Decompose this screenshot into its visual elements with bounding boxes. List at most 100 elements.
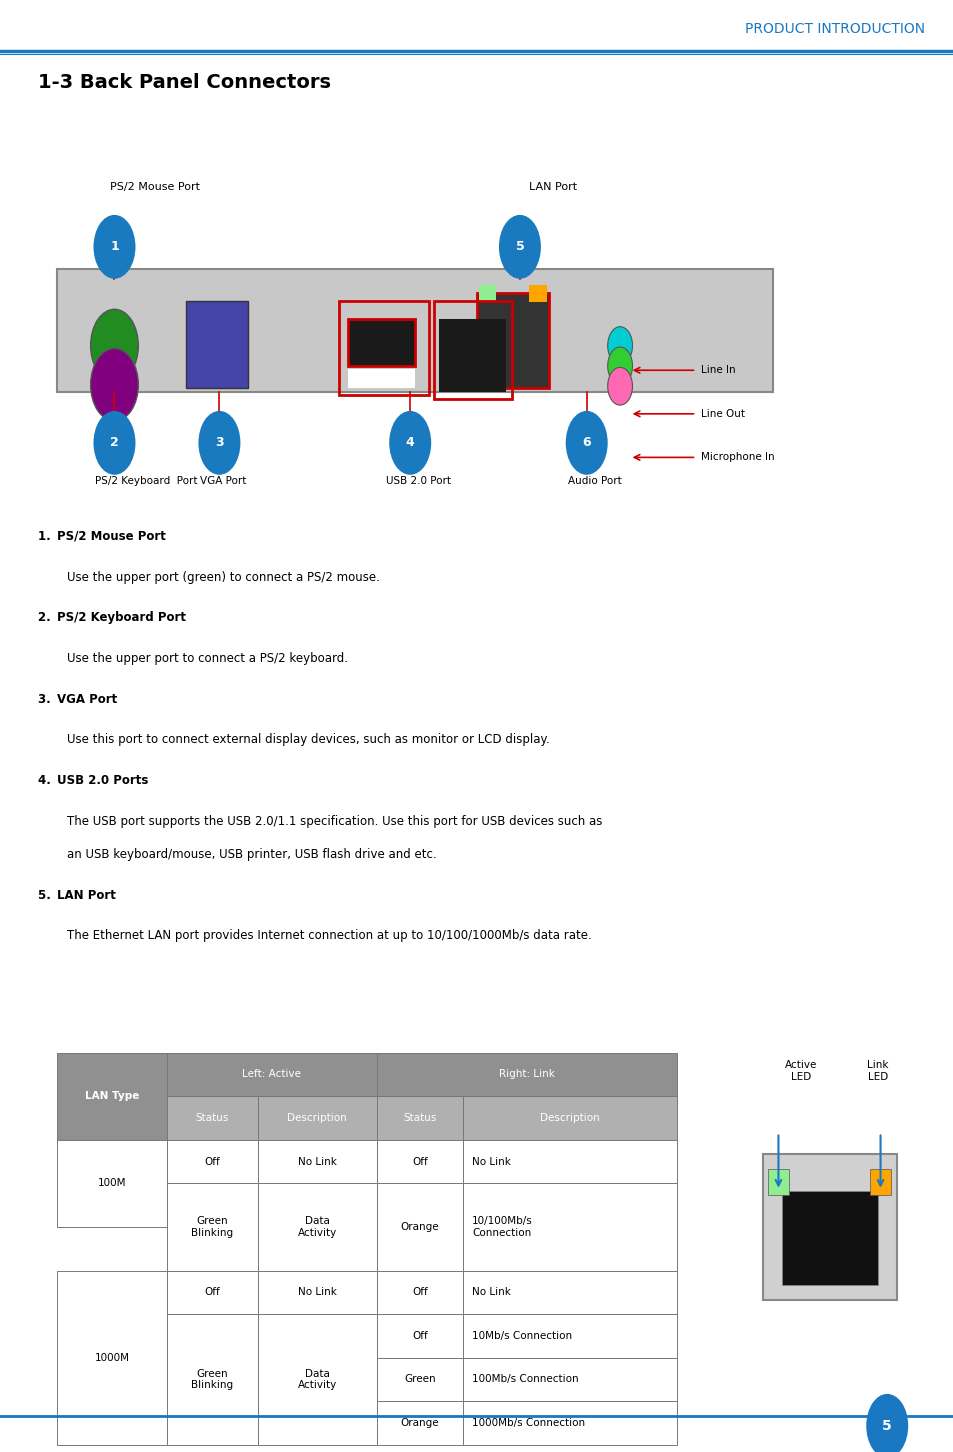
Bar	[529, 285, 546, 302]
Text: Off: Off	[412, 1331, 427, 1340]
Text: Right: Link: Right: Link	[498, 1070, 555, 1079]
Bar	[376, 1053, 677, 1096]
Bar	[167, 1270, 257, 1314]
Text: Off: Off	[412, 1157, 427, 1166]
Text: PS/2 Keyboard  Port: PS/2 Keyboard Port	[95, 476, 197, 486]
Text: PS/2 Mouse Port: PS/2 Mouse Port	[110, 182, 199, 192]
Text: No Link: No Link	[472, 1157, 511, 1166]
Circle shape	[607, 327, 632, 364]
Bar	[348, 369, 415, 388]
Text: LAN Type: LAN Type	[85, 1092, 139, 1101]
Text: Orange: Orange	[400, 1223, 438, 1231]
Text: an USB keyboard/mouse, USB printer, USB flash drive and etc.: an USB keyboard/mouse, USB printer, USB …	[67, 848, 436, 861]
Bar	[478, 285, 496, 302]
Text: Orange: Orange	[400, 1419, 438, 1427]
Text: PS/2 Keyboard Port: PS/2 Keyboard Port	[57, 611, 186, 624]
Circle shape	[607, 347, 632, 385]
Bar	[257, 1140, 376, 1183]
Bar	[462, 1270, 677, 1314]
Text: Green
Blinking: Green Blinking	[191, 1217, 233, 1237]
Text: Use this port to connect external display devices, such as monitor or LCD displa: Use this port to connect external displa…	[67, 733, 549, 746]
Text: No Link: No Link	[297, 1157, 336, 1166]
Bar	[57, 1140, 167, 1227]
Text: Green: Green	[403, 1375, 436, 1384]
Text: Audio Port: Audio Port	[567, 476, 620, 486]
Circle shape	[389, 411, 431, 475]
Text: Status: Status	[403, 1114, 436, 1122]
Text: No Link: No Link	[472, 1288, 511, 1297]
Bar	[462, 1096, 677, 1140]
Bar	[376, 1401, 462, 1445]
Bar	[167, 1053, 376, 1096]
Text: Status: Status	[195, 1114, 229, 1122]
Text: Description: Description	[287, 1114, 347, 1122]
Bar	[462, 1401, 677, 1445]
Text: 1-3 Back Panel Connectors: 1-3 Back Panel Connectors	[38, 73, 331, 91]
Bar	[167, 1183, 257, 1270]
Text: 100M: 100M	[98, 1179, 126, 1188]
Text: Off: Off	[204, 1157, 220, 1166]
Text: 5: 5	[882, 1419, 891, 1433]
Text: 3.: 3.	[38, 693, 55, 706]
Text: USB 2.0 Ports: USB 2.0 Ports	[57, 774, 149, 787]
Bar	[257, 1314, 376, 1445]
Text: No Link: No Link	[297, 1288, 336, 1297]
Text: Off: Off	[204, 1288, 220, 1297]
Text: LAN Port: LAN Port	[529, 182, 577, 192]
Circle shape	[91, 348, 138, 421]
Text: USB 2.0 Port: USB 2.0 Port	[386, 476, 451, 486]
Bar	[57, 1053, 167, 1140]
Text: The Ethernet LAN port provides Internet connection at up to 10/100/1000Mb/s data: The Ethernet LAN port provides Internet …	[67, 929, 591, 942]
Circle shape	[91, 309, 138, 382]
Text: Off: Off	[412, 1288, 427, 1297]
Bar	[186, 301, 248, 388]
Bar	[348, 319, 415, 366]
Text: 4: 4	[405, 437, 415, 449]
Circle shape	[607, 367, 632, 405]
Bar	[462, 1140, 677, 1183]
Bar	[376, 1270, 462, 1314]
Bar	[462, 1183, 677, 1270]
Text: Line Out: Line Out	[700, 409, 744, 418]
Text: Left: Active: Left: Active	[242, 1070, 301, 1079]
Circle shape	[93, 215, 135, 279]
Text: VGA Port: VGA Port	[57, 693, 117, 706]
Text: Description: Description	[539, 1114, 599, 1122]
Circle shape	[565, 411, 607, 475]
Bar	[167, 1314, 257, 1445]
Text: 1: 1	[110, 241, 119, 253]
Circle shape	[498, 215, 540, 279]
Bar	[376, 1096, 462, 1140]
Text: Use the upper port (green) to connect a PS/2 mouse.: Use the upper port (green) to connect a …	[67, 571, 379, 584]
Bar	[438, 319, 505, 366]
Text: 1.: 1.	[38, 530, 55, 543]
Bar	[462, 1358, 677, 1401]
Bar	[257, 1183, 376, 1270]
Text: 5: 5	[515, 241, 524, 253]
Text: Use the upper port to connect a PS/2 keyboard.: Use the upper port to connect a PS/2 key…	[67, 652, 348, 665]
Text: 1000Mb/s Connection: 1000Mb/s Connection	[472, 1419, 585, 1427]
Bar	[438, 346, 505, 392]
Bar	[338, 301, 429, 395]
Text: 2: 2	[110, 437, 119, 449]
Bar	[167, 1096, 257, 1140]
Bar	[462, 1314, 677, 1358]
Text: Green
Blinking: Green Blinking	[191, 1369, 233, 1390]
Text: Data
Activity: Data Activity	[297, 1369, 336, 1390]
Bar	[434, 301, 512, 399]
Text: 1000M: 1000M	[94, 1353, 130, 1362]
Circle shape	[93, 411, 135, 475]
Text: Active
LED: Active LED	[784, 1060, 817, 1082]
Text: Microphone In: Microphone In	[700, 453, 774, 462]
Bar	[376, 1314, 462, 1358]
Bar	[57, 1270, 167, 1445]
Circle shape	[198, 411, 240, 475]
Text: PS/2 Mouse Port: PS/2 Mouse Port	[57, 530, 166, 543]
Text: 2.: 2.	[38, 611, 55, 624]
Text: Line In: Line In	[700, 366, 735, 375]
Bar	[376, 1183, 462, 1270]
Bar	[57, 269, 772, 392]
Text: 5.: 5.	[38, 889, 55, 902]
Bar	[376, 1140, 462, 1183]
Bar	[869, 1169, 890, 1195]
